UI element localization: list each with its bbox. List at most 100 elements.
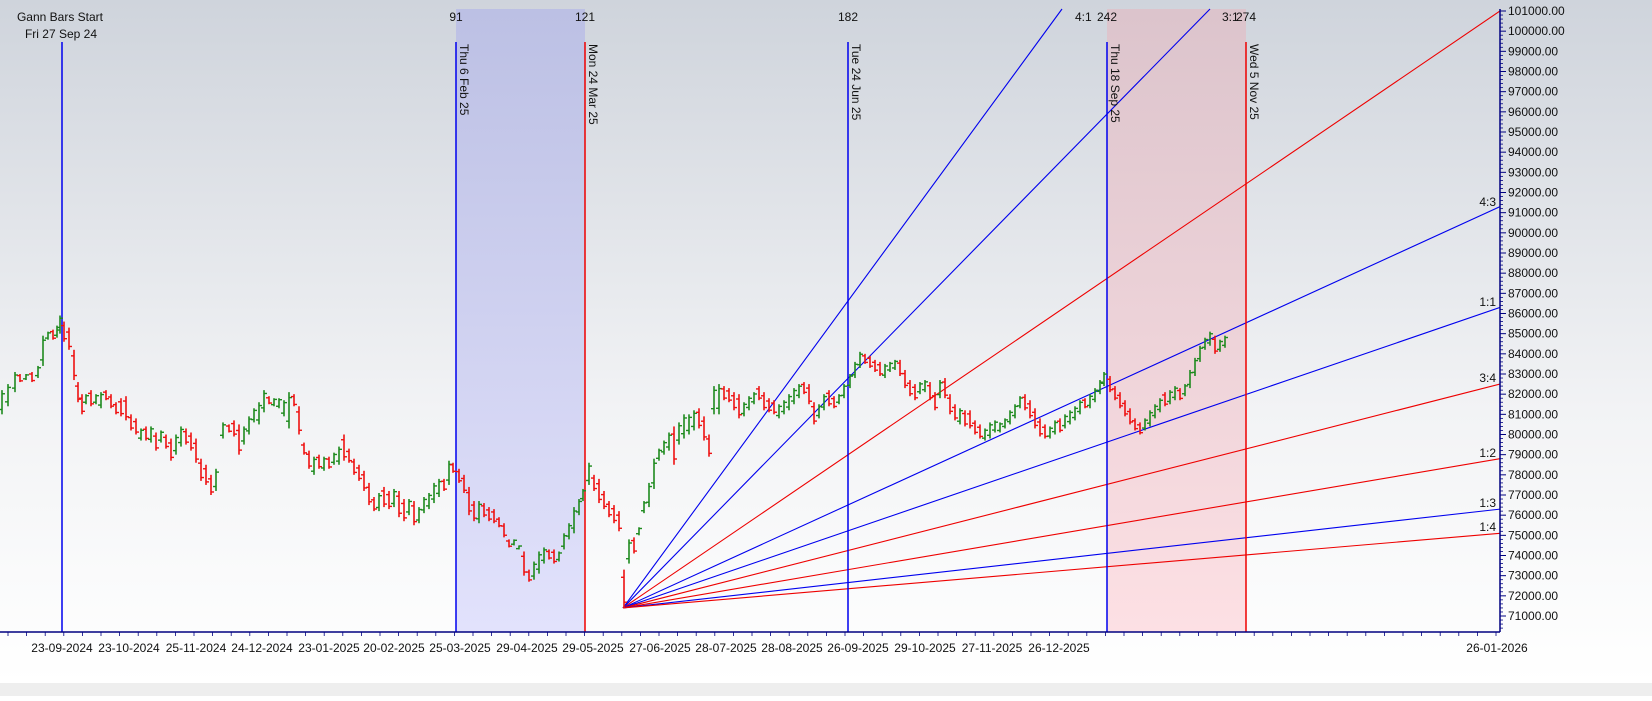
price-bar [178,426,184,447]
price-bar [1207,331,1213,346]
gann-start-label: Gann Bars Start [17,10,104,24]
price-bar [391,488,397,508]
y-tick-label: 81000.00 [1508,407,1558,421]
price-bar [118,398,124,417]
x-tick-label: 28-08-2025 [761,641,823,655]
price-bar [173,434,179,455]
x-tick-label: 26-12-2025 [1028,641,1090,655]
price-bar [631,537,637,554]
price-bar [531,561,537,580]
price-bar [168,438,174,461]
cycle-count-182: 182 [838,10,858,24]
x-tick-label: 23-01-2025 [298,641,360,655]
gann-fan-line-1-4 [622,532,1500,609]
price-bar [977,424,983,439]
price-bar [296,406,302,435]
price-bar [491,509,497,524]
price-bar [1162,392,1168,407]
price-bar [551,549,557,564]
price-bar [261,390,267,413]
price-bar [381,486,387,508]
price-bar [341,434,347,461]
price-bar [1152,404,1158,419]
price-bar [1222,335,1228,348]
y-tick-label: 87000.00 [1508,286,1558,300]
price-bar [626,539,632,564]
price-bar [651,458,657,489]
price-bar [791,388,797,405]
price-bar [746,396,752,411]
price-bar [541,547,547,564]
price-bar [61,321,67,342]
price-bar [183,428,189,445]
price-bar [50,329,56,340]
price-bar [57,315,63,334]
price-bar [88,390,94,407]
price-bar [957,408,963,425]
price-bar [1007,410,1013,425]
price-bar [1192,357,1198,377]
fan-label-3-4: 3:4 [1479,371,1496,385]
price-bar [133,418,139,435]
price-bar [1072,406,1078,421]
price-bar [1067,410,1073,425]
price-bar [203,464,209,485]
price-bar [1097,380,1103,395]
y-tick-label: 89000.00 [1508,246,1558,260]
price-bar [721,386,727,401]
price-bar [421,497,427,514]
x-tick-label: 26-01-2026 [1466,641,1528,655]
price-bar [907,380,913,397]
price-bar [1107,376,1113,393]
price-bar [198,458,204,481]
price-bar [441,478,447,491]
price-bar [1197,345,1203,362]
price-bar [153,432,159,451]
price-bar [1127,408,1133,425]
price-bar [5,384,11,407]
y-tick-label: 96000.00 [1508,105,1558,119]
price-bar [396,490,402,518]
price-bar [751,392,757,405]
price-bar [932,392,938,411]
price-bar [606,501,612,518]
y-tick-label: 94000.00 [1508,145,1558,159]
y-tick-label: 83000.00 [1508,367,1558,381]
price-bar [756,386,762,401]
price-bar [108,394,114,409]
price-bar [276,398,282,409]
price-bar [1092,388,1098,403]
y-tick-label: 76000.00 [1508,508,1558,522]
price-bar [83,394,89,405]
price-bar [251,408,257,423]
horizontal-scrollbar-strip[interactable] [0,683,1652,696]
price-bar [761,392,767,411]
y-tick-label: 91000.00 [1508,206,1558,220]
gann-fan-line-3-4 [622,383,1500,609]
price-bar [45,331,51,340]
price-bar [601,490,607,510]
price-bar [992,420,998,433]
price-bar [1122,400,1128,417]
price-bar [316,454,322,469]
price-bar [351,458,357,475]
price-bar [546,549,552,560]
y-tick-label: 78000.00 [1508,468,1558,482]
y-tick-label: 77000.00 [1508,488,1558,502]
price-bar [431,482,437,504]
price-bar [366,482,372,506]
price-bar [466,486,472,516]
price-bar [1137,422,1143,435]
price-bar [35,365,41,379]
y-tick-label: 97000.00 [1508,85,1558,99]
price-bar [281,400,287,417]
price-bar [1182,384,1188,397]
gann-fan-line-2-1 [622,10,1500,609]
price-bar [1077,400,1083,415]
red-cycle-zone [1107,9,1246,632]
price-bar [1202,337,1208,350]
price-bar [356,464,362,481]
price-bar [736,394,742,419]
price-bar [967,410,973,429]
